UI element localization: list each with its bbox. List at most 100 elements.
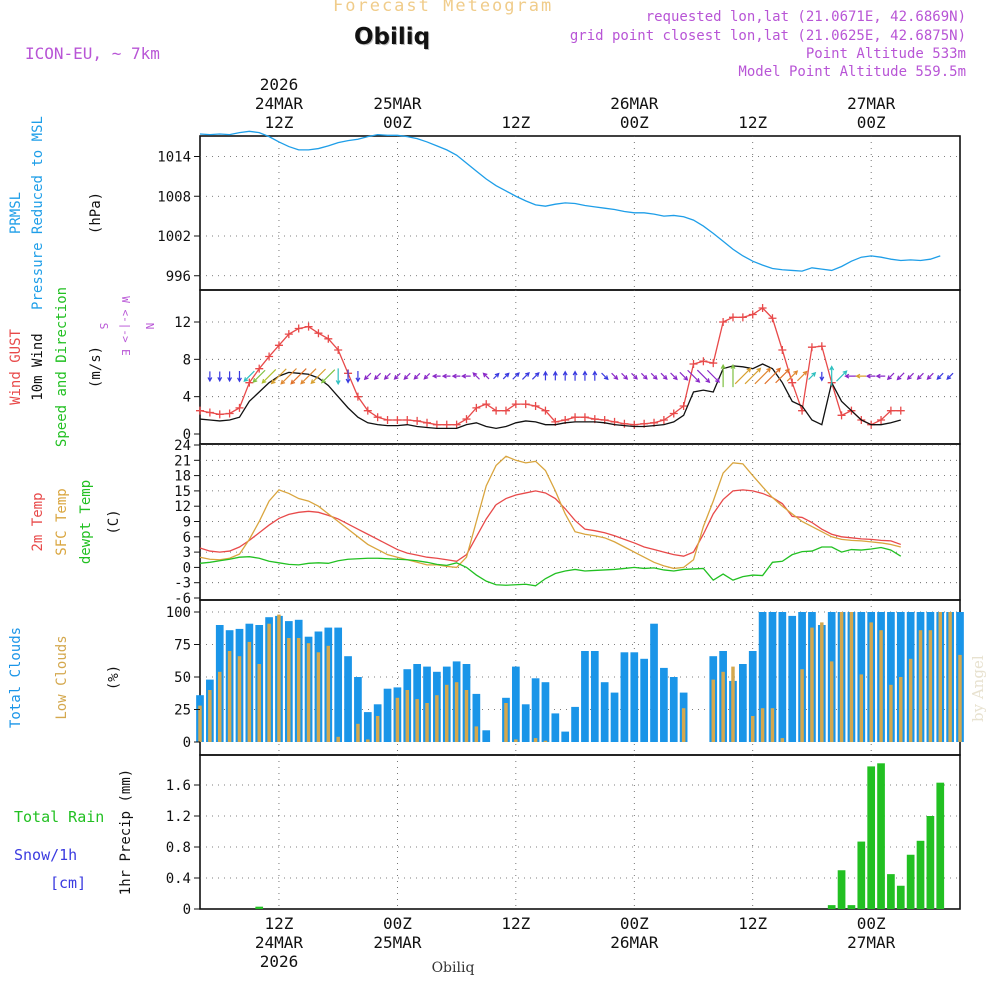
- time-label-top: 00Z: [383, 113, 412, 132]
- bar-total-clouds: [561, 731, 570, 742]
- bar-total-rain: [255, 906, 264, 909]
- wind-arrow: [243, 370, 255, 383]
- y-axis-label-temperature: (C): [106, 509, 122, 534]
- bar-total-clouds: [571, 706, 579, 742]
- time-label-top: 12Z: [501, 113, 530, 132]
- gust-marker: [294, 324, 303, 333]
- side-label-wind: Wind GUST: [8, 329, 24, 405]
- bar-low-clouds: [820, 622, 824, 742]
- wind-arrow: [363, 372, 372, 381]
- requested-location: requested lon,lat (21.0671E, 42.6869N): [645, 9, 966, 25]
- y-axis-label-clouds: (%): [106, 665, 122, 690]
- wind-arrow: [252, 369, 266, 383]
- series-line-10m-wind: [199, 363, 901, 430]
- bar-total-rain: [896, 885, 905, 909]
- bar-low-clouds: [533, 738, 538, 742]
- panel-frame-pressure: [199, 135, 961, 291]
- side-label-clouds: Low Clouds: [54, 635, 70, 719]
- bar-low-clouds: [296, 638, 301, 742]
- compass-label: S: [97, 323, 110, 330]
- ytick-label-clouds: 25: [174, 703, 191, 719]
- gust-marker: [393, 416, 402, 424]
- bar-low-clouds: [277, 614, 281, 742]
- gust-marker: [580, 413, 589, 422]
- wind-arrow: [562, 370, 568, 381]
- time-label-bottom: 26MAR: [610, 933, 659, 952]
- gust-marker: [383, 416, 392, 424]
- wind-arrow: [207, 371, 213, 383]
- bar-total-rain: [827, 905, 836, 909]
- ytick-label-temperature: 3: [183, 545, 191, 561]
- ytick-label-precip: 0: [183, 902, 191, 918]
- bar-low-clouds: [405, 690, 410, 742]
- gust-marker: [235, 403, 244, 412]
- bar-low-clouds: [849, 612, 854, 742]
- gust-marker: [778, 346, 787, 354]
- bar-low-clouds: [839, 612, 844, 742]
- bar-low-clouds: [514, 739, 518, 742]
- bar-total-clouds: [472, 693, 481, 742]
- gust-marker: [423, 418, 432, 427]
- bar-total-clouds: [778, 612, 787, 742]
- bar-low-clouds: [435, 695, 439, 742]
- wind-arrow: [522, 371, 530, 380]
- ytick-label-temperature: 12: [174, 499, 191, 515]
- grid-point-location: grid point closest lon,lat (21.0625E, 42…: [569, 28, 966, 44]
- side-label-pressure: PRMSL: [8, 192, 24, 234]
- ytick-label-temperature: 15: [174, 484, 191, 500]
- bar-total-clouds: [669, 677, 678, 742]
- bar-low-clouds: [247, 641, 252, 742]
- gust-marker: [314, 329, 323, 338]
- ytick-label-temperature: 0: [183, 560, 191, 576]
- gust-marker: [669, 409, 678, 418]
- bar-low-clouds: [948, 612, 952, 742]
- bar-low-clouds: [800, 669, 804, 742]
- ytick-label-precip: 1.2: [166, 809, 191, 825]
- bar-total-clouds: [640, 658, 649, 742]
- wind-arrow: [611, 372, 619, 380]
- wind-arrow: [383, 372, 391, 380]
- gust-marker: [442, 420, 451, 429]
- gust-marker: [413, 416, 422, 425]
- wind-arrow: [345, 369, 351, 384]
- wind-arrow: [502, 372, 510, 380]
- bar-total-clouds: [521, 704, 530, 742]
- bar-low-clouds: [859, 674, 864, 742]
- bar-low-clouds: [395, 697, 400, 742]
- footer-station: Obiliq: [432, 960, 475, 976]
- gust-marker: [630, 420, 639, 429]
- series-line-2m-temp: [199, 489, 902, 562]
- gust-marker: [462, 415, 471, 424]
- side-label-temperature: dewpt Temp: [78, 480, 94, 564]
- bar-low-clouds: [810, 627, 814, 742]
- y-axis-label-pressure: (hPa): [88, 192, 104, 234]
- gust-marker: [324, 334, 333, 343]
- gridlines: [200, 136, 960, 909]
- bar-low-clouds: [928, 630, 933, 742]
- gust-marker: [363, 406, 372, 415]
- compass-label: N: [143, 323, 156, 330]
- wind-arrow: [775, 368, 790, 384]
- wind-arrow: [335, 368, 341, 386]
- side-label-wind: 10m Wind: [30, 333, 46, 400]
- wind-arrow: [836, 370, 848, 382]
- wind-arrow: [734, 367, 752, 385]
- gust-marker: [896, 406, 905, 415]
- panel-frame-temperature: [199, 443, 961, 601]
- wind-arrow: [270, 368, 287, 385]
- bar-low-clouds: [208, 690, 212, 742]
- gust-marker: [689, 360, 698, 368]
- wind-arrow: [696, 369, 711, 384]
- time-label-top: 00Z: [620, 113, 649, 132]
- gust-marker: [709, 359, 718, 368]
- bar-low-clouds: [415, 699, 419, 742]
- bar-total-clouds: [768, 612, 777, 742]
- bar-low-clouds: [879, 630, 883, 742]
- time-label-top: 12Z: [738, 113, 767, 132]
- gust-marker: [679, 402, 688, 410]
- gust-marker: [225, 409, 234, 418]
- wind-compass: N W <-|-> E S: [97, 296, 156, 356]
- ytick-label-temperature: -3: [174, 576, 191, 592]
- gust-marker: [817, 342, 826, 351]
